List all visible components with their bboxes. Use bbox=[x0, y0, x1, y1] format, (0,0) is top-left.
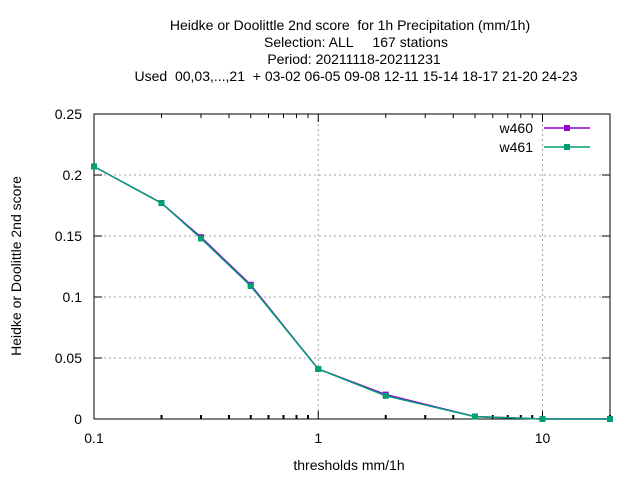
y-tick-label: 0.15 bbox=[55, 228, 82, 244]
legend-marker-w461 bbox=[564, 144, 570, 150]
x-tick-label: 0.1 bbox=[84, 430, 104, 446]
y-tick-label: 0 bbox=[74, 411, 82, 427]
series-line-w460 bbox=[93, 165, 610, 420]
data-point-w461 bbox=[607, 416, 613, 422]
data-point-w461 bbox=[471, 413, 478, 420]
title-line-4: Used 00,03,...,21 + 03-02 06-05 09-08 12… bbox=[134, 68, 578, 84]
legend-label-w460: w460 bbox=[499, 120, 534, 136]
plot-frame bbox=[93, 113, 611, 420]
data-point-w461 bbox=[539, 416, 546, 422]
y-tick-label: 0.25 bbox=[55, 106, 82, 122]
data-point-w461 bbox=[247, 283, 254, 290]
axis-ticks: 0 0.05 0.1 0.15 0.2 0.25 0.1 1 10 bbox=[55, 106, 611, 446]
title-line-3: Period: 20211118-20211231 bbox=[267, 51, 441, 67]
data-point-w461 bbox=[91, 163, 97, 170]
title-line-2: Selection: ALL 167 stations bbox=[264, 34, 448, 50]
series-group bbox=[91, 163, 613, 422]
data-point-w461 bbox=[158, 200, 165, 207]
y-tick-label: 0.05 bbox=[55, 350, 82, 366]
data-point-w461 bbox=[315, 365, 322, 372]
x-axis-label: thresholds mm/1h bbox=[293, 457, 404, 473]
data-point-w461 bbox=[382, 392, 389, 399]
y-tick-label: 0.1 bbox=[63, 289, 83, 305]
title-line-1: Heidke or Doolittle 2nd score for 1h Pre… bbox=[169, 17, 531, 33]
legend-label-w461: w461 bbox=[499, 139, 534, 155]
x-tick-label: 1 bbox=[314, 430, 322, 446]
data-point-w461 bbox=[197, 235, 204, 242]
y-axis-label: Heidke or Doolittle 2nd score bbox=[8, 176, 24, 356]
chart-title: Heidke or Doolittle 2nd score for 1h Pre… bbox=[0, 17, 640, 85]
y-tick-label: 0.2 bbox=[63, 167, 83, 183]
grid bbox=[94, 114, 610, 419]
x-tick-label: 10 bbox=[535, 430, 551, 446]
legend-marker-w460 bbox=[564, 125, 570, 131]
legend: w460 w461 bbox=[499, 120, 590, 155]
